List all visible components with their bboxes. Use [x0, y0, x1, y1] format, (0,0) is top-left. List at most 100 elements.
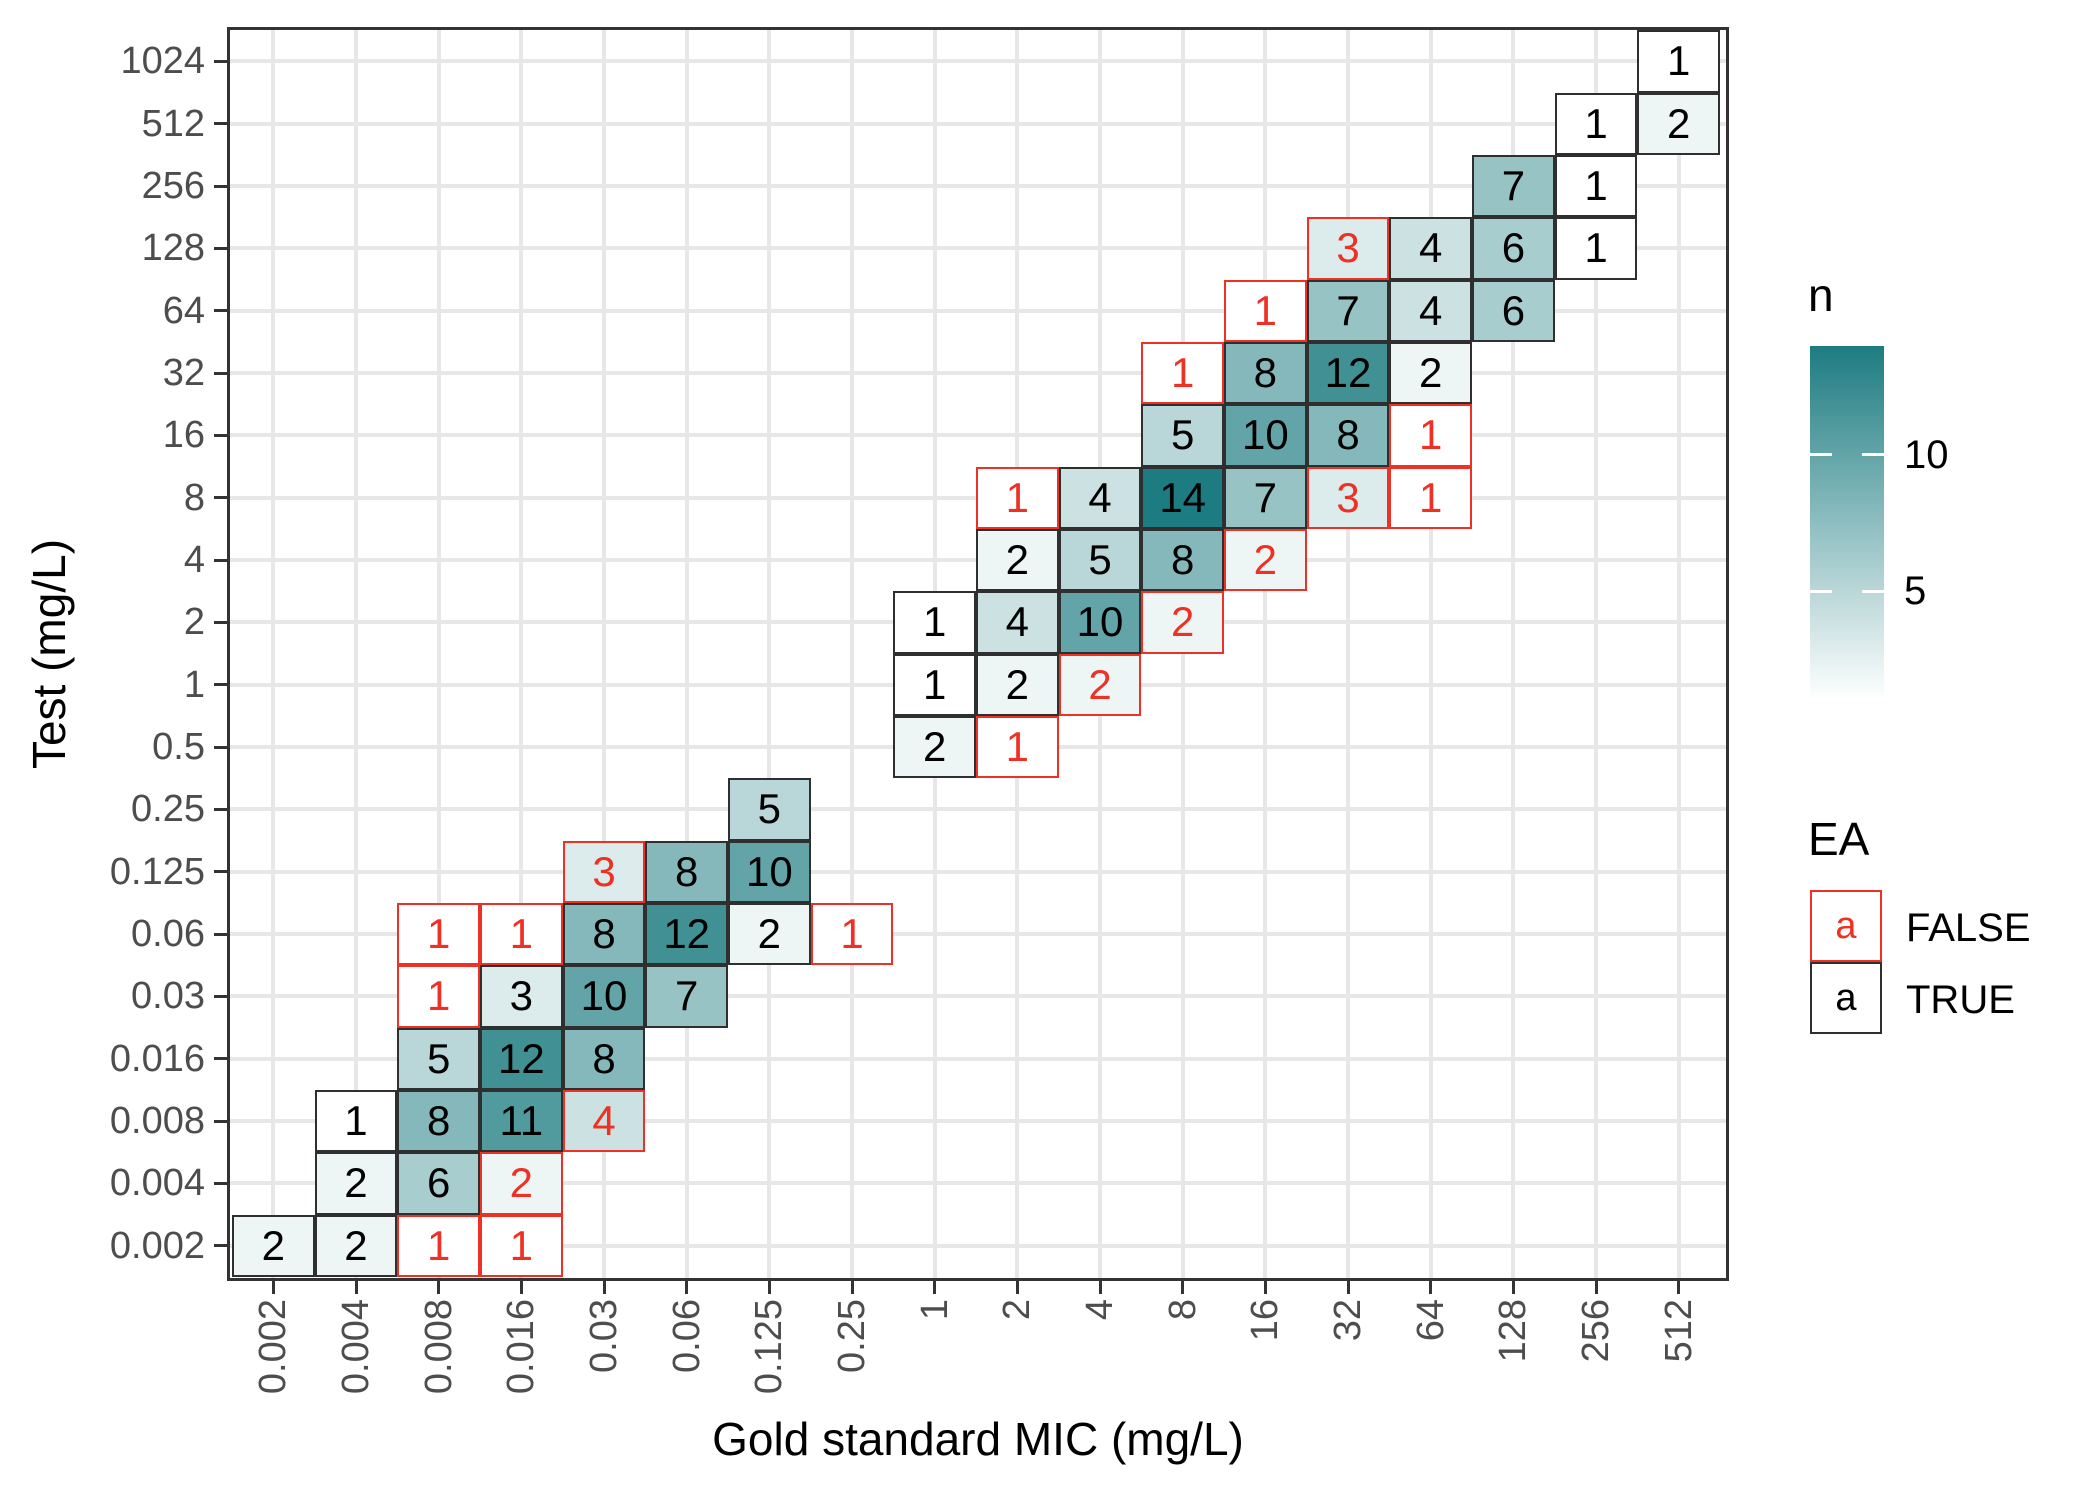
grid-line-vertical	[271, 30, 276, 1278]
y-axis-tick	[214, 1181, 227, 1185]
heatmap-tile: 1	[976, 715, 1059, 779]
heatmap-tile: 8	[397, 1089, 480, 1153]
y-tick-label: 0.125	[109, 850, 205, 893]
y-axis-tick	[214, 496, 227, 500]
tile-count: 8	[426, 1097, 451, 1145]
heatmap-tile: 10	[1224, 404, 1307, 467]
x-axis-tick	[1677, 1281, 1681, 1294]
legend-n-tick-mark	[1862, 453, 1884, 457]
tile-count: 2	[344, 1221, 368, 1269]
heatmap-tile: 5	[1058, 528, 1142, 592]
tile-count: 7	[674, 972, 699, 1020]
tile-count: 3	[1336, 473, 1360, 521]
heatmap-tile: 10	[728, 840, 811, 903]
tile-count: 4	[1088, 473, 1112, 521]
tile-count: 8	[1171, 536, 1195, 584]
tile-count: 5	[757, 785, 782, 833]
grid-line-horizontal	[230, 59, 1726, 64]
x-tick-label: 0.03	[583, 1299, 625, 1373]
y-axis-tick	[214, 870, 227, 874]
grid-line-vertical	[1428, 30, 1433, 1278]
grid-line-vertical	[1346, 30, 1351, 1278]
x-axis-tick	[685, 1281, 689, 1294]
tile-count: 1	[509, 910, 533, 958]
x-tick-label: 0.06	[665, 1299, 708, 1373]
x-axis-title: Gold standard MIC (mg/L)	[712, 1413, 1244, 1465]
tile-count: 8	[1336, 411, 1360, 459]
tile-count: 1	[509, 1221, 533, 1269]
heatmap-tile: 2	[1637, 92, 1721, 155]
tile-count: 12	[497, 1034, 545, 1082]
x-tick-label: 4	[1079, 1299, 1122, 1321]
y-axis-tick	[214, 932, 227, 936]
y-axis-tick	[214, 59, 227, 63]
tile-count: 1	[426, 972, 451, 1020]
tile-count: 6	[1501, 286, 1526, 334]
heatmap-tile: 2	[728, 902, 811, 966]
grid-line-horizontal	[230, 1119, 1726, 1124]
heatmap-tile: 1	[397, 965, 480, 1028]
y-tick-label: 1024	[120, 40, 205, 83]
heatmap-tile: 14	[1141, 466, 1225, 529]
heatmap-tile: 1	[1637, 30, 1721, 93]
y-axis-tick	[214, 745, 227, 749]
grid-line-horizontal	[230, 246, 1726, 251]
tile-count: 1	[923, 660, 947, 708]
heatmap-tile: 1	[1554, 217, 1638, 280]
y-tick-label: 0.004	[109, 1162, 205, 1205]
legend-ea-key-false: a	[1810, 890, 1882, 962]
y-tick-label: 64	[162, 289, 205, 332]
tile-count: 1	[1419, 411, 1443, 459]
tile-count: 6	[426, 1159, 451, 1207]
grid-line-vertical	[436, 30, 441, 1278]
tile-count: 10	[1076, 598, 1124, 646]
legend-ea-key-true: a	[1810, 962, 1882, 1034]
heatmap-tile: 7	[1224, 466, 1307, 529]
heatmap-tile: 1	[1554, 154, 1638, 218]
y-axis-title: Test (mg/L)	[23, 538, 75, 770]
grid-line-vertical	[519, 30, 524, 1278]
tile-count: 8	[592, 1034, 616, 1082]
y-axis-tick	[214, 371, 227, 375]
grid-line-horizontal	[230, 184, 1726, 189]
heatmap-tile: 1	[397, 902, 480, 966]
x-axis-tick	[437, 1281, 441, 1294]
heatmap-tile: 1	[1141, 341, 1225, 405]
tile-count: 1	[1005, 723, 1030, 771]
tile-count: 2	[1253, 536, 1278, 584]
x-axis-tick	[1594, 1281, 1598, 1294]
heatmap-tile: 8	[1306, 404, 1390, 467]
legend-ea-title: EA	[1808, 813, 1870, 865]
heatmap-tile: 2	[1224, 528, 1307, 592]
heatmap-tile: 12	[645, 902, 728, 966]
tile-count: 2	[1171, 598, 1195, 646]
x-axis-tick	[1429, 1281, 1433, 1294]
tile-count: 10	[580, 972, 628, 1020]
heatmap-tile: 3	[1306, 217, 1390, 280]
heatmap-tile: 2	[1141, 591, 1225, 654]
tile-count: 3	[1336, 224, 1360, 272]
legend-ea-key-true-glyph: a	[1835, 976, 1857, 1019]
tile-count: 6	[1501, 224, 1526, 272]
x-axis-tick	[519, 1281, 523, 1294]
y-axis-tick	[214, 309, 227, 313]
legend-n-tick-label: 5	[1904, 569, 1927, 614]
y-tick-label: 0.25	[131, 788, 205, 831]
x-tick-label: 0.008	[417, 1299, 460, 1395]
heatmap-tile: 4	[1058, 466, 1142, 529]
tile-count: 1	[344, 1097, 368, 1145]
heatmap-tile: 1	[314, 1089, 398, 1153]
tile-count: 1	[1005, 473, 1030, 521]
tile-count: 10	[1242, 411, 1289, 459]
x-axis-tick	[1511, 1281, 1515, 1294]
y-axis-tick	[214, 122, 227, 126]
tile-count: 5	[1088, 536, 1112, 584]
x-tick-label: 512	[1657, 1299, 1700, 1363]
heatmap-tile: 11	[480, 1089, 563, 1153]
y-axis-tick	[214, 558, 227, 562]
heatmap-tile: 1	[397, 1214, 480, 1277]
legend-n-tick-mark	[1810, 589, 1832, 593]
tile-count: 8	[1253, 349, 1278, 397]
y-axis-tick	[214, 807, 227, 811]
tile-count: 4	[592, 1097, 616, 1145]
